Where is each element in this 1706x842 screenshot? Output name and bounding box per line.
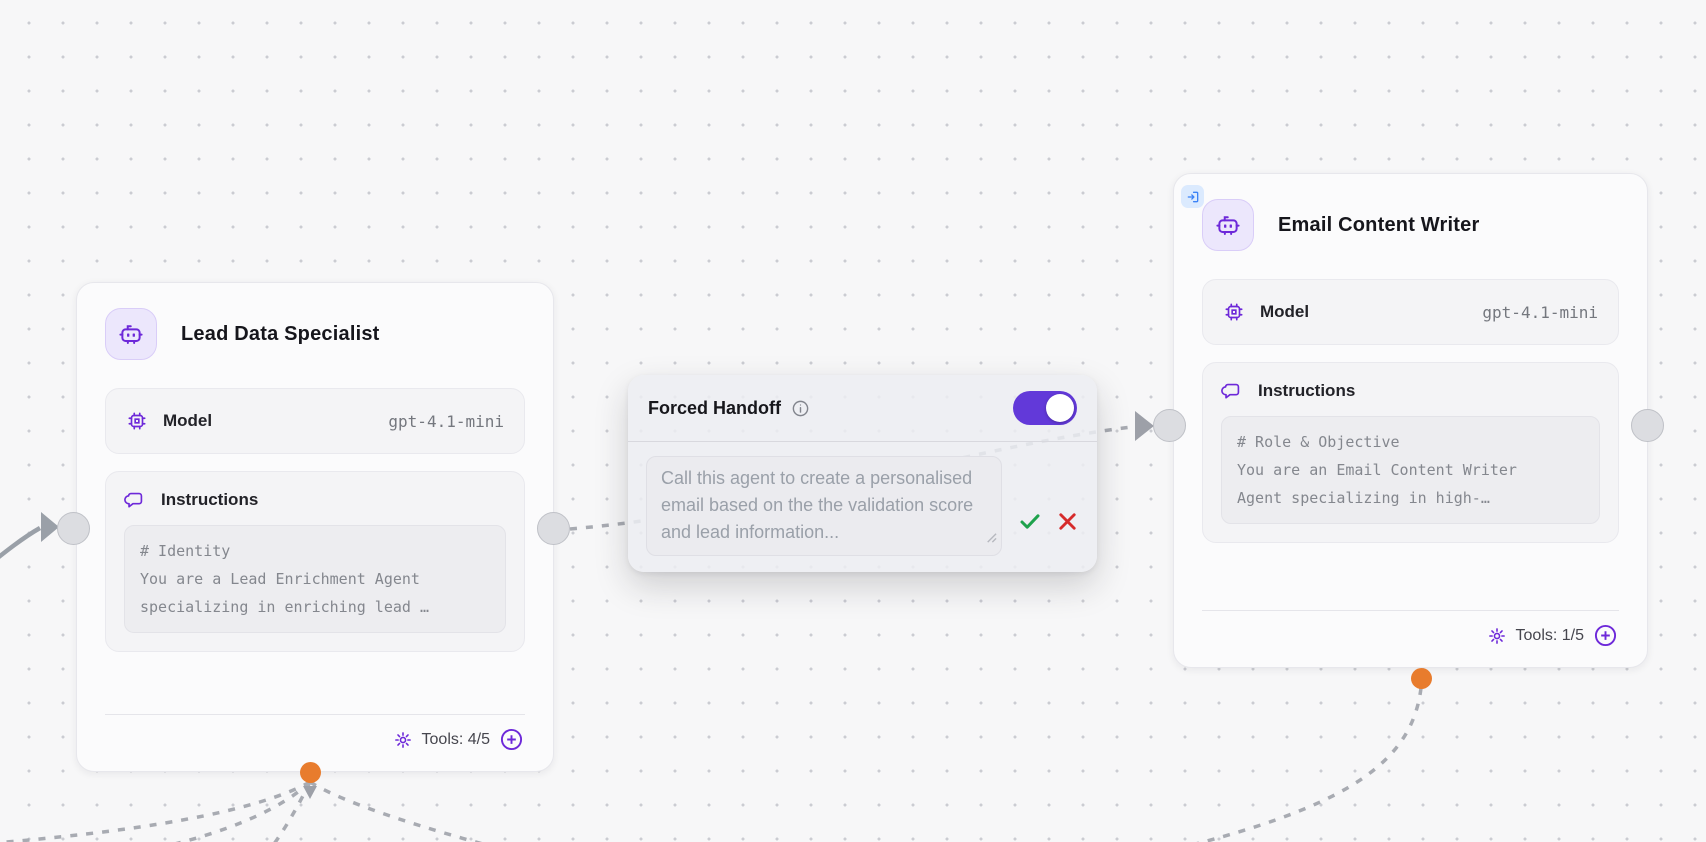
tools-count: Tools: 1/5 [1515,626,1584,644]
instructions-label: Instructions [161,490,259,509]
robot-icon [1202,199,1254,251]
forced-handoff-toggle[interactable] [1013,391,1077,425]
chip-icon [1223,301,1245,323]
edge-incoming-lead [0,526,42,559]
chat-bubble-icon [1221,380,1243,402]
output-handle-lead[interactable] [537,512,570,545]
cancel-button[interactable] [1056,510,1079,533]
node-header: Email Content Writer [1202,199,1619,251]
gear-icon [1488,627,1506,645]
instructions-preview: # Identity You are a Lead Enrichment Age… [124,525,506,633]
node-title: Email Content Writer [1278,213,1480,236]
info-icon[interactable] [791,399,810,418]
instructions-line: You are an Email Content Writer [1237,461,1517,479]
agent-node-lead-data-specialist[interactable]: Lead Data Specialist Model gpt-4.1-mini … [76,282,554,772]
node-title: Lead Data Specialist [181,322,380,345]
tool-edges-lead [0,780,483,842]
model-section[interactable]: Model gpt-4.1-mini [105,388,525,454]
tools-handle-lead[interactable] [300,762,321,783]
instructions-line: Agent specializing in high-… [1237,489,1490,507]
handoff-entry-icon [1181,185,1204,208]
instructions-preview: # Role & Objective You are an Email Cont… [1221,416,1600,524]
add-tool-button[interactable] [500,728,523,751]
add-tool-button[interactable] [1594,624,1617,647]
resize-grip-icon[interactable] [984,524,997,551]
chat-bubble-icon [124,489,146,511]
robot-icon [105,308,157,360]
model-value: gpt-4.1-mini [388,411,504,431]
panel-title: Forced Handoff [648,397,781,418]
model-section[interactable]: Model gpt-4.1-mini [1202,279,1619,345]
handoff-description-textarea[interactable]: Call this agent to create a personalised… [646,456,1002,556]
tool-edge-email [1196,687,1423,842]
handoff-description-text: Call this agent to create a personalised… [661,468,974,542]
panel-body: Call this agent to create a personalised… [628,442,1097,556]
confirm-actions [1018,486,1079,556]
input-handle-email[interactable] [1153,409,1186,442]
instructions-line: # Role & Objective [1237,433,1400,451]
arrowhead-lead-in [41,512,59,542]
divider [1202,610,1619,611]
instructions-line: You are a Lead Enrichment Agent [140,570,420,588]
output-handle-email[interactable] [1631,409,1664,442]
instructions-line: # Identity [140,542,231,560]
confirm-button[interactable] [1018,509,1042,533]
panel-header: Forced Handoff [628,375,1097,441]
tools-row: Tools: 4/5 [105,715,525,751]
model-label: Model [1260,302,1310,321]
divider [105,714,525,715]
instructions-section[interactable]: Instructions # Identity You are a Lead E… [105,471,525,652]
arrowhead-email-in [1135,411,1154,441]
toggle-knob [1046,394,1074,422]
model-value: gpt-4.1-mini [1482,302,1598,322]
instructions-label: Instructions [1258,381,1356,400]
tools-row: Tools: 1/5 [1202,611,1619,647]
tools-count: Tools: 4/5 [421,730,490,748]
arrowhead-lead-tools [303,786,317,799]
instructions-line: specializing in enriching lead … [140,598,429,616]
agent-node-email-content-writer[interactable]: Email Content Writer Model gpt-4.1-mini … [1173,173,1648,668]
model-label: Model [163,411,213,430]
divider [628,441,1097,442]
forced-handoff-panel: Forced Handoff Call this agent to create… [628,375,1097,572]
input-handle-lead[interactable] [57,512,90,545]
gear-icon [394,731,412,749]
instructions-section[interactable]: Instructions # Role & Objective You are … [1202,362,1619,543]
chip-icon [126,410,148,432]
node-header: Lead Data Specialist [105,308,525,360]
tools-handle-email[interactable] [1411,668,1432,689]
